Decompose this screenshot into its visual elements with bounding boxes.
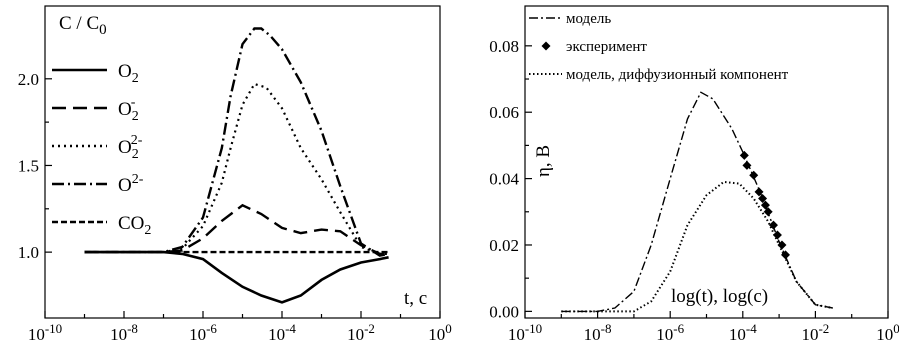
right-experiment-point xyxy=(749,170,759,180)
left-x-tick-label: 10-2 xyxy=(347,321,375,344)
right-x-tick-label: 100 xyxy=(876,321,899,344)
right-experiment-point xyxy=(742,160,752,170)
right-legend-swatch xyxy=(541,41,551,51)
right-y-tick-label: 0.02 xyxy=(489,236,519,255)
right-x-axis-label: log(t), log(c) xyxy=(671,286,768,307)
left-x-tick-label: 10-4 xyxy=(268,321,296,344)
right-experiment-point xyxy=(772,230,782,240)
right-legend: модель эксперимент модель, диффузионный ко… xyxy=(529,11,789,83)
right-x-tick-label: 10-10 xyxy=(508,321,542,344)
left-x-tick-label: 100 xyxy=(428,321,452,344)
left-y-axis-label: C / C0 xyxy=(59,13,107,38)
right-y-tick-label: 0.00 xyxy=(489,302,519,321)
right-x-tick-label: 10-4 xyxy=(729,321,757,344)
right-x-tick-label: 10-8 xyxy=(584,321,612,344)
left-x-tick-label: 10-10 xyxy=(28,321,62,344)
right-experiment-point xyxy=(780,250,790,260)
right-y-tick-label: 0.08 xyxy=(489,37,519,56)
right-x-tick-label: 10-6 xyxy=(656,321,684,344)
right-legend-label: модель xyxy=(566,11,611,27)
left-chart: 10-10 10-8 10-6 10-4 10-2 100 1.0 1.5 2.0 C / C0… xyxy=(18,5,452,344)
left-x-axis-label: t, c xyxy=(404,288,427,309)
right-legend-label: эксперимент xyxy=(566,39,647,55)
left-legend-label: O2- xyxy=(118,172,144,196)
right-series-group xyxy=(561,91,833,313)
left-series-solid-line xyxy=(84,250,389,304)
left-legend: C / C0 O2 O2- O22- O2- CO2 xyxy=(52,13,151,238)
left-ticks: 10-10 10-8 10-6 10-4 10-2 100 1.0 1.5 2.0 xyxy=(18,70,452,344)
right-experiment-point xyxy=(739,150,749,160)
right-experiment-point xyxy=(760,200,770,210)
right-experiment-point xyxy=(768,220,778,230)
left-y-tick-label: 1.5 xyxy=(18,156,39,175)
right-experiment-point xyxy=(758,194,768,204)
left-series-dashdot-line xyxy=(84,27,389,257)
right-y-axis-label: η, B xyxy=(533,145,554,177)
right-experiment-point xyxy=(777,240,787,250)
left-y-tick-label: 1.0 xyxy=(18,243,39,262)
left-legend-label: O2 xyxy=(118,61,139,86)
left-series-group xyxy=(84,27,389,304)
left-y-tick-label: 2.0 xyxy=(18,70,39,89)
left-series-dash-line xyxy=(84,203,389,256)
right-experiment-point xyxy=(763,207,773,217)
right-chart: 10-10 10-8 10-6 10-4 10-2 100 0.00 0.02 0.04 0.06… xyxy=(489,5,899,344)
right-y-tick-label: 0.06 xyxy=(489,103,519,122)
right-series-dashdot-line xyxy=(561,91,833,313)
right-ticks: 10-10 10-8 10-6 10-4 10-2 100 0.00 0.02 0.04 0.06… xyxy=(489,37,899,344)
left-x-tick-label: 10-6 xyxy=(189,321,217,344)
right-experiment-point xyxy=(754,187,764,197)
right-x-tick-label: 10-2 xyxy=(801,321,829,344)
right-legend-label: модель, диффузионный компонент xyxy=(566,67,789,83)
left-x-tick-label: 10-8 xyxy=(110,321,138,344)
left-legend-label: CO2 xyxy=(118,213,151,238)
left-legend-label: O22- xyxy=(118,133,143,162)
right-y-tick-label: 0.04 xyxy=(489,170,519,189)
left-legend-label: O2- xyxy=(118,95,139,124)
left-plot-frame xyxy=(44,5,441,319)
